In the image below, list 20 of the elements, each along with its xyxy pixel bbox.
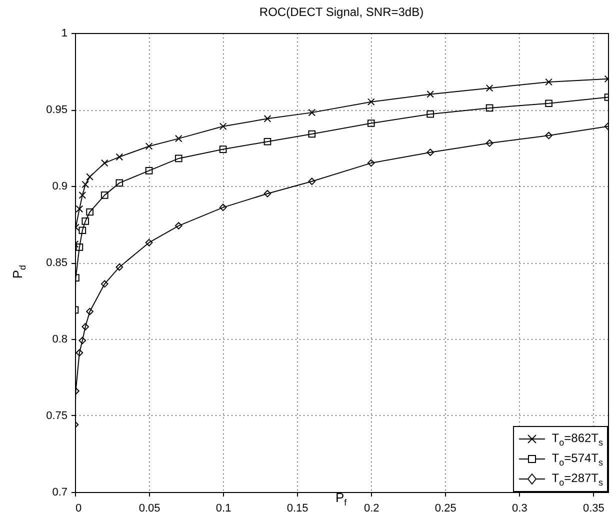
chart-title: ROC(DECT Signal, SNR=3dB) — [259, 5, 424, 19]
x-tick-label: 0 — [76, 502, 82, 512]
x-tick-label: 0.3 — [512, 502, 528, 512]
y-tick-label: 0.9 — [52, 180, 68, 192]
y-tick-label: 0.85 — [46, 257, 68, 269]
y-tick-label: 1 — [61, 28, 68, 40]
x-tick-label: 0.1 — [216, 502, 232, 512]
x-tick-label: 0.25 — [434, 502, 456, 512]
legend-label: T$_{o}$=574T$_{s}$ — [552, 450, 603, 468]
x-tick-label: 0.2 — [364, 502, 380, 512]
x-tick-label: 0.15 — [286, 502, 308, 512]
x-axis-title: P$_{f}$ — [336, 490, 347, 508]
x-tick-label: 0.05 — [138, 502, 160, 512]
y-tick-label: 0.95 — [46, 104, 68, 116]
y-tick-label: 0.7 — [52, 486, 68, 498]
legend-label: T$_{o}$=287T$_{s}$ — [552, 470, 603, 488]
x-tick-label: 0.35 — [582, 502, 604, 512]
y-tick-label: 0.8 — [52, 334, 68, 346]
legend-label: T$_{o}$=862T$_{s}$ — [552, 430, 603, 448]
y-tick-label: 0.75 — [46, 410, 68, 422]
